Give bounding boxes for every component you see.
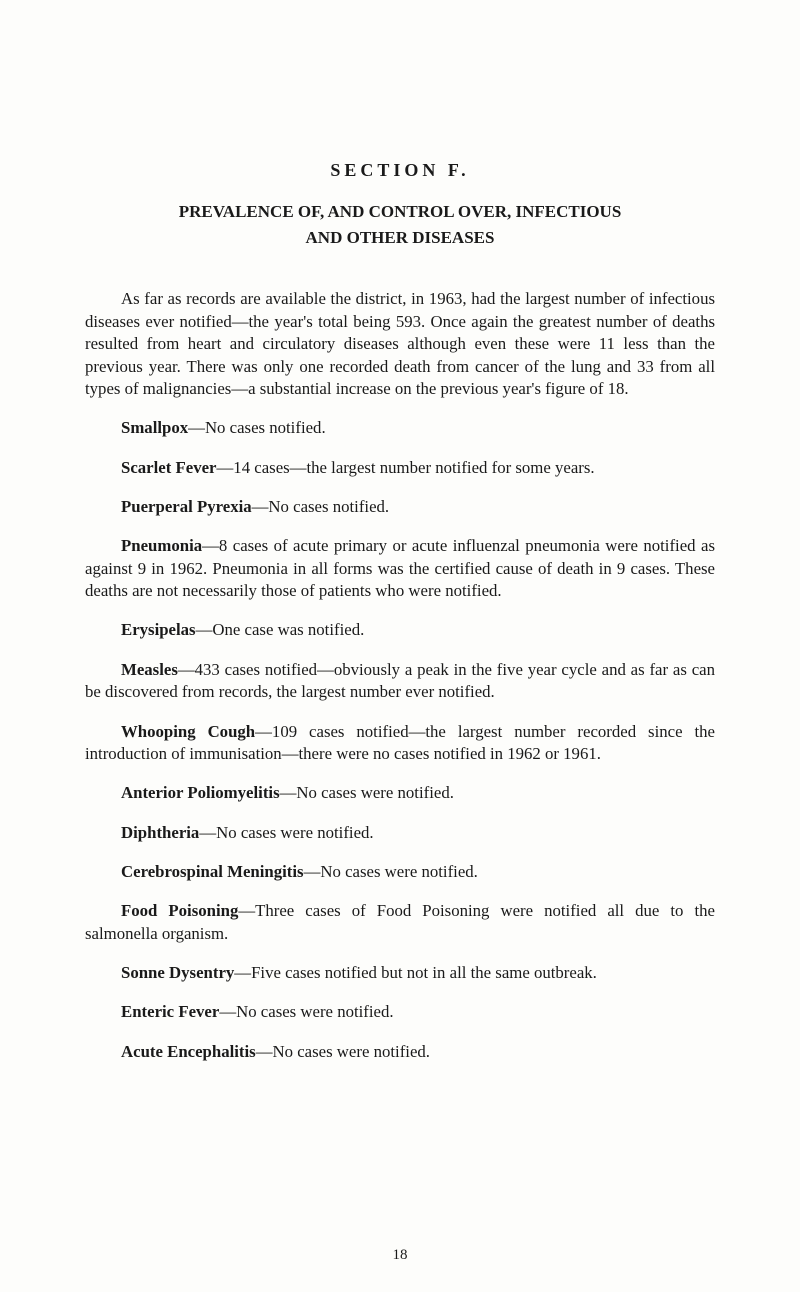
disease-entry: Acute Encephalitis—No cases were notifie… [85, 1041, 715, 1064]
entries-list: Smallpox—No cases notified.Scarlet Fever… [85, 417, 715, 1063]
disease-name: Measles [121, 660, 178, 679]
disease-entry: Scarlet Fever—14 cases—the largest numbe… [85, 457, 715, 480]
disease-name: Smallpox [121, 418, 188, 437]
page-number: 18 [0, 1247, 800, 1264]
disease-entry: Puerperal Pyrexia—No cases notified. [85, 496, 715, 519]
disease-description: —No cases notified. [252, 497, 389, 516]
disease-entry: Erysipelas—One case was notified. [85, 619, 715, 642]
intro-paragraph: As far as records are available the dist… [85, 288, 715, 401]
disease-name: Acute Encephalitis [121, 1042, 256, 1061]
disease-name: Puerperal Pyrexia [121, 497, 252, 516]
disease-name: Scarlet Fever [121, 458, 217, 477]
disease-description: —No cases were notified. [256, 1042, 430, 1061]
disease-description: —No cases were notified. [219, 1002, 393, 1021]
page: SECTION F. PREVALENCE OF, AND CONTROL OV… [0, 0, 800, 1292]
section-header: SECTION F. [85, 160, 715, 181]
disease-name: Sonne Dysentry [121, 963, 234, 982]
disease-entry: Whooping Cough—109 cases notified—the la… [85, 721, 715, 766]
disease-name: Anterior Poliomyelitis [121, 783, 280, 802]
disease-entry: Enteric Fever—No cases were notified. [85, 1001, 715, 1024]
disease-entry: Diphtheria—No cases were notified. [85, 822, 715, 845]
disease-name: Whooping Cough [121, 722, 255, 741]
disease-description: —No cases were notified. [304, 862, 478, 881]
title-line-2: AND OTHER DISEASES [306, 228, 495, 247]
disease-entry: Food Poisoning—Three cases of Food Poiso… [85, 900, 715, 945]
disease-description: —Five cases notified but not in all the … [234, 963, 597, 982]
disease-entry: Smallpox—No cases notified. [85, 417, 715, 440]
disease-description: —No cases were notified. [280, 783, 454, 802]
page-title: PREVALENCE OF, AND CONTROL OVER, INFECTI… [85, 199, 715, 250]
disease-name: Pneumonia [121, 536, 202, 555]
disease-entry: Cerebrospinal Meningitis—No cases were n… [85, 861, 715, 884]
title-line-1: PREVALENCE OF, AND CONTROL OVER, INFECTI… [179, 202, 622, 221]
disease-description: —14 cases—the largest number notified fo… [217, 458, 595, 477]
disease-entry: Measles—433 cases notified—obviously a p… [85, 659, 715, 704]
disease-entry: Sonne Dysentry—Five cases notified but n… [85, 962, 715, 985]
disease-description: —No cases were notified. [199, 823, 373, 842]
disease-description: —One case was notified. [196, 620, 365, 639]
disease-description: —433 cases notified—obviously a peak in … [85, 660, 715, 702]
disease-name: Enteric Fever [121, 1002, 219, 1021]
disease-name: Cerebrospinal Meningitis [121, 862, 304, 881]
disease-name: Diphtheria [121, 823, 199, 842]
disease-description: —No cases notified. [188, 418, 325, 437]
disease-name: Erysipelas [121, 620, 196, 639]
disease-name: Food Poisoning [121, 901, 238, 920]
disease-entry: Anterior Poliomyelitis—No cases were not… [85, 782, 715, 805]
disease-entry: Pneumonia—8 cases of acute primary or ac… [85, 535, 715, 603]
